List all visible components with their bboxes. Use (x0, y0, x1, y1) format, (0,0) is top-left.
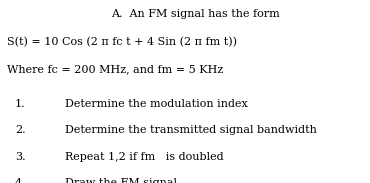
Text: Draw the FM signal: Draw the FM signal (65, 178, 177, 183)
Text: Where fc = 200 MHz, and fm = 5 KHz: Where fc = 200 MHz, and fm = 5 KHz (7, 64, 223, 74)
Text: Determine the transmitted signal bandwidth: Determine the transmitted signal bandwid… (65, 125, 317, 135)
Text: Repeat 1,2 if fm   is doubled: Repeat 1,2 if fm is doubled (65, 152, 223, 162)
Text: 2.: 2. (15, 125, 26, 135)
Text: S(t) = 10 Cos (2 π fc t + 4 Sin (2 π fm t)): S(t) = 10 Cos (2 π fc t + 4 Sin (2 π fm … (7, 37, 238, 47)
Text: 1.: 1. (15, 99, 26, 109)
Text: 4.: 4. (15, 178, 26, 183)
Text: Determine the modulation index: Determine the modulation index (65, 99, 248, 109)
Text: A.  An FM signal has the form: A. An FM signal has the form (111, 9, 280, 19)
Text: 3.: 3. (15, 152, 26, 162)
